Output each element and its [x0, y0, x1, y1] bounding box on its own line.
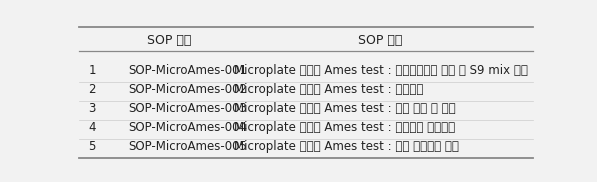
Text: SOP-MicroAmes-002: SOP-MicroAmes-002	[128, 83, 247, 96]
Text: 5: 5	[88, 140, 96, 153]
Text: Microplate 이용한 Ames test : 양성대조물질 조제 및 S9 mix 조제: Microplate 이용한 Ames test : 양성대조물질 조제 및 S…	[234, 64, 528, 77]
Text: SOP-MicroAmes-005: SOP-MicroAmes-005	[128, 140, 247, 153]
Text: Microplate 이용한 Ames test : 용량설정 예비시험: Microplate 이용한 Ames test : 용량설정 예비시험	[234, 121, 456, 134]
Text: 1: 1	[88, 64, 96, 77]
Text: Microplate 이용한 Ames test : 수행절차: Microplate 이용한 Ames test : 수행절차	[234, 83, 424, 96]
Text: 3: 3	[88, 102, 96, 115]
Text: SOP-MicroAmes-003: SOP-MicroAmes-003	[128, 102, 247, 115]
Text: SOP-MicroAmes-004: SOP-MicroAmes-004	[128, 121, 247, 134]
Text: Microplate 이용한 Ames test : 결과 입력 및 평가: Microplate 이용한 Ames test : 결과 입력 및 평가	[234, 102, 456, 115]
Text: SOP 코드: SOP 코드	[147, 34, 192, 47]
Text: Microplate 이용한 Ames test : 균주 선택배양 절차: Microplate 이용한 Ames test : 균주 선택배양 절차	[234, 140, 459, 153]
Text: SOP 제목: SOP 제목	[358, 34, 402, 47]
Text: 2: 2	[88, 83, 96, 96]
Text: 4: 4	[88, 121, 96, 134]
Text: SOP-MicroAmes-001: SOP-MicroAmes-001	[128, 64, 247, 77]
